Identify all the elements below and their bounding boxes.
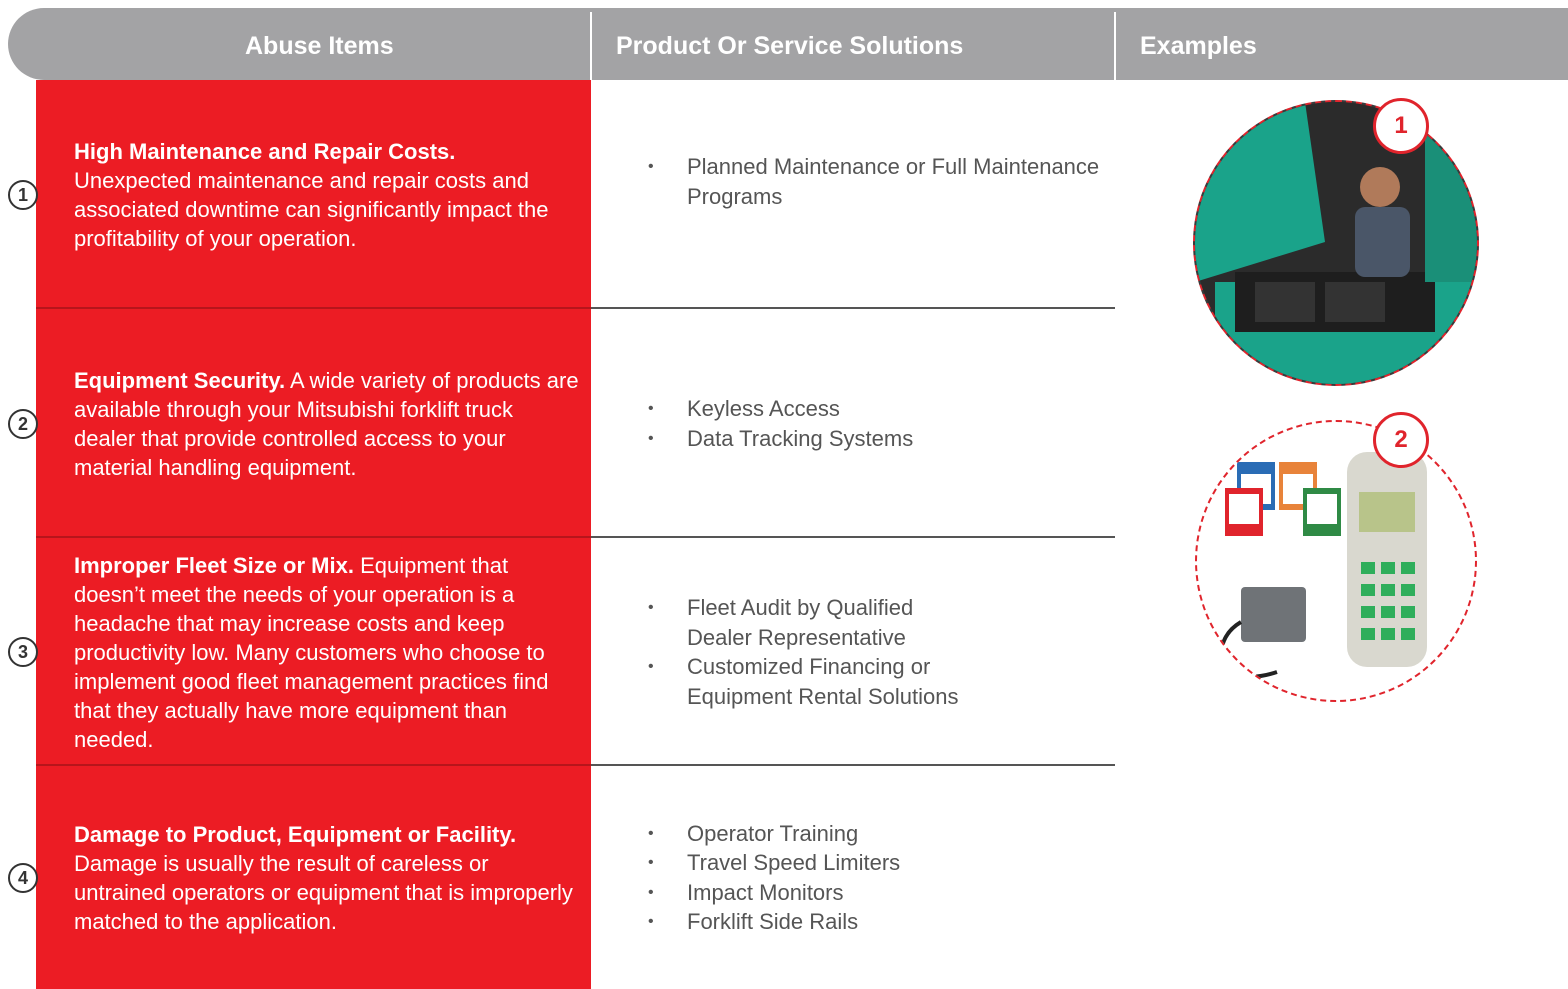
abuse-description: Damage is usually the result of careless…	[74, 850, 573, 934]
forklift-illustration	[1195, 102, 1477, 384]
abuse-item: Damage to Product, Equipment or Facility…	[74, 766, 579, 989]
solution-line: Forklift Side Rails	[687, 909, 859, 934]
row-number: 4	[8, 862, 38, 893]
solution-line: Fleet Audit by Qualified	[687, 595, 914, 620]
table-row: High Maintenance and Repair Costs. Unexpe…	[8, 80, 1115, 309]
solution-line: Planned Maintenance or Full Maintenance	[687, 154, 1100, 179]
column-header: Product Or Service Solutions	[616, 32, 964, 60]
solutions: Operator Training Travel Speed Limiters Im…	[648, 766, 1111, 989]
device-illustration	[1219, 452, 1427, 679]
row-divider	[36, 536, 591, 538]
solution-line: Programs	[687, 183, 783, 209]
row-divider	[36, 764, 591, 766]
abuse-title: Equipment Security.	[74, 367, 286, 393]
solution-item: Planned Maintenance or Full Maintenance P…	[648, 152, 1111, 211]
row-number: 1	[8, 179, 38, 210]
solution-line: Equipment Rental Solutions	[687, 683, 959, 709]
column-separator	[590, 12, 592, 80]
solutions: Planned Maintenance or Full Maintenance P…	[648, 80, 1111, 309]
abuse-text: Equipment Security. A wide variety of pr…	[74, 366, 579, 482]
row-number: 2	[8, 408, 38, 439]
table-row: Equipment Security. A wide variety of pr…	[8, 309, 1115, 538]
table-row: Improper Fleet Size or Mix. Equipment th…	[8, 538, 1115, 766]
column-separator	[1114, 12, 1116, 80]
solution-item: Operator Training	[648, 819, 1111, 849]
solution-item: Impact Monitors	[648, 878, 1111, 908]
abuse-title: Damage to Product, Equipment or Facility…	[74, 821, 517, 847]
solution-item: Forklift Side Rails	[648, 907, 1111, 937]
abuse-title: Improper Fleet Size or Mix.	[74, 552, 354, 578]
solution-line: Dealer Representative	[687, 624, 906, 650]
solution-line: Impact Monitors	[687, 879, 844, 905]
row-number: 3	[8, 637, 38, 667]
abuse-description: A wide variety of products are available…	[74, 367, 579, 480]
abuse-description: Equipment that doesn’t meet the needs of…	[74, 552, 549, 752]
abuse-item: Improper Fleet Size or Mix. Equipment th…	[74, 538, 579, 766]
column-header: Examples	[1140, 32, 1257, 60]
abuse-item: Equipment Security. A wide variety of pr…	[74, 309, 579, 538]
solution-item: Customized Financing or Equipment Rental …	[648, 652, 1111, 711]
solution-line: Travel Speed Limiters	[687, 850, 901, 875]
column-header: Abuse Items	[245, 32, 394, 60]
example-image	[1195, 420, 1477, 702]
abuse-text: Improper Fleet Size or Mix. Equipment th…	[74, 551, 579, 754]
header-bar	[8, 8, 1568, 80]
solution-line: Keyless Access	[687, 396, 840, 421]
table-row: Damage to Product, Equipment or Facility…	[8, 766, 1115, 989]
example-badge: 1	[1373, 98, 1429, 154]
solution-line: Customized Financing or	[687, 654, 931, 679]
example-badge: 2	[1373, 412, 1429, 468]
solution-item: Keyless Access	[648, 394, 1111, 424]
abuse-description: Unexpected maintenance and repair costs …	[74, 167, 549, 251]
row-divider	[36, 307, 591, 309]
abuse-column	[36, 80, 591, 989]
abuse-text: High Maintenance and Repair Costs. Unexpe…	[74, 137, 579, 253]
solutions: Keyless Access Data Tracking Systems	[648, 309, 1111, 538]
abuse-title: High Maintenance and Repair Costs.	[74, 138, 456, 164]
solution-line: Data Tracking Systems	[687, 425, 914, 451]
solutions: Fleet Audit by Qualified Dealer Represent…	[648, 538, 1111, 766]
abuse-item: High Maintenance and Repair Costs. Unexpe…	[74, 80, 579, 309]
solution-item: Data Tracking Systems	[648, 424, 1111, 454]
solution-item: Travel Speed Limiters	[648, 848, 1111, 878]
solution-item: Fleet Audit by Qualified Dealer Represent…	[648, 593, 1111, 652]
abuse-text: Damage to Product, Equipment or Facility…	[74, 820, 579, 936]
example-image	[1193, 100, 1479, 386]
solution-line: Operator Training	[687, 820, 859, 846]
